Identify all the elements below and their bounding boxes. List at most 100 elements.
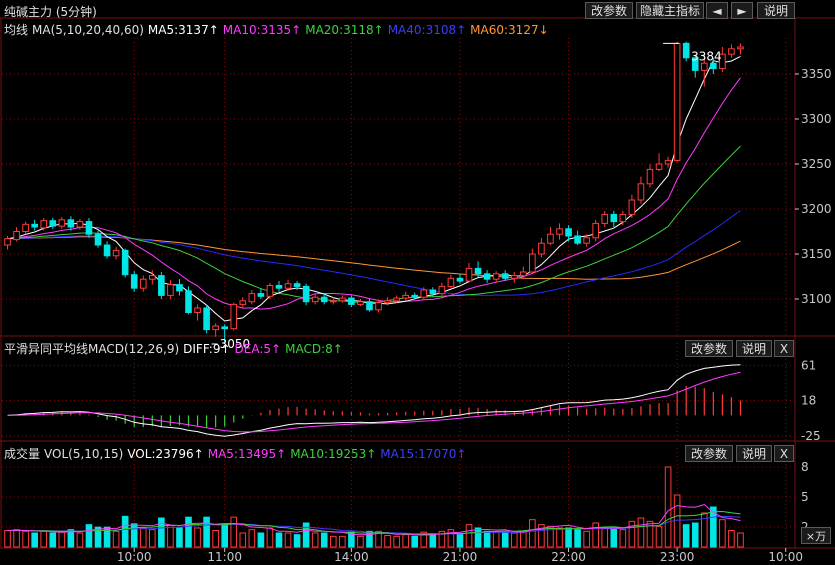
- candle-body: [31, 223, 38, 228]
- volume-bar: [682, 524, 690, 548]
- x-tick-label: 23:00: [660, 550, 695, 564]
- candle-body: [4, 238, 11, 246]
- volume-bar: [628, 520, 636, 548]
- volume-bar: [239, 532, 247, 548]
- diff-line: [7, 364, 741, 437]
- volume-bar: [31, 532, 38, 548]
- y-tick-label: 3250: [801, 157, 832, 171]
- candle-body: [402, 294, 409, 299]
- candle-body: [519, 271, 527, 277]
- vol-explain-button[interactable]: 说明: [736, 445, 772, 462]
- volume-bar: [221, 524, 229, 548]
- macd-close-button[interactable]: X: [774, 340, 794, 357]
- candle-body: [664, 159, 672, 165]
- candle-body: [429, 289, 437, 295]
- candle-body: [556, 228, 563, 235]
- volume-bar: [13, 529, 20, 548]
- candle-body: [438, 285, 446, 295]
- volume-bar: [411, 535, 419, 548]
- volume-bar: [121, 515, 129, 548]
- explain-button[interactable]: 说明: [757, 2, 795, 19]
- prev-arrow-button[interactable]: ◄: [706, 2, 728, 19]
- dea-value: DEA:5↑: [234, 342, 282, 356]
- volume-y-tick-label: 8: [801, 460, 809, 474]
- y-tick-label: 3300: [801, 112, 832, 126]
- next-arrow-button[interactable]: ►: [731, 2, 753, 19]
- candle-body: [266, 285, 274, 297]
- ma20-value: MA20:3118↑: [305, 23, 384, 37]
- volume-bar: [112, 530, 120, 548]
- candle-body: [492, 273, 500, 280]
- volume-bar: [465, 524, 473, 548]
- macd-name: 平滑异同平均线: [4, 342, 89, 356]
- change-params-button[interactable]: 改参数: [585, 2, 633, 19]
- candle-body: [655, 163, 663, 170]
- volume-bar: [592, 522, 600, 548]
- candle-body: [366, 301, 373, 311]
- volume-bar: [565, 527, 572, 548]
- volume-bar: [547, 525, 554, 548]
- volume-bar: [637, 517, 645, 548]
- volume-bar: [393, 535, 400, 548]
- volume-bar: [492, 531, 500, 548]
- volume-bar: [311, 532, 319, 548]
- volume-bar: [329, 535, 337, 548]
- candle-body: [103, 244, 111, 257]
- candle-body: [456, 277, 464, 282]
- macd-change-params-button[interactable]: 改参数: [685, 340, 733, 357]
- candle-body: [302, 285, 310, 303]
- candle-body: [574, 235, 581, 244]
- ma10-line: [7, 77, 741, 310]
- macd-y-tick-label: -25: [801, 429, 821, 443]
- vol-change-params-button[interactable]: 改参数: [685, 445, 733, 462]
- volume-bar: [719, 519, 726, 548]
- candle-body: [411, 294, 419, 298]
- volume-bar: [583, 530, 590, 548]
- candle-body: [691, 57, 699, 71]
- macd-value: MACD:8↑: [285, 342, 343, 356]
- volume-bar: [384, 535, 391, 548]
- axis-layer: 10:00 11:00 14:00 21:00 22:00 23:00 10:00 3100 3…: [117, 67, 832, 564]
- extreme-label: 3050: [220, 337, 251, 351]
- macd-definition: MACD(12,26,9): [88, 342, 180, 356]
- vol-ma5-line: [7, 503, 741, 536]
- price-chart: 3384 3050: [4, 41, 744, 351]
- macd-legend: 平滑异同平均线MACD(12,26,9) DIFF:9↑ DEA:5↑ MACD:8↑: [4, 340, 347, 357]
- candle-body: [311, 296, 319, 303]
- candle-body: [737, 46, 744, 50]
- candle-body: [85, 221, 93, 235]
- candle-body: [420, 289, 428, 298]
- volume-bar: [375, 530, 382, 548]
- candle-body: [510, 275, 518, 279]
- volume-bar: [438, 530, 446, 548]
- candle-body: [40, 220, 48, 229]
- candle-body: [221, 326, 229, 330]
- volume-bar: [456, 533, 464, 548]
- ma40-value: MA40:3108↑: [387, 23, 467, 37]
- volume-bar: [22, 530, 29, 548]
- volume-bar: [655, 525, 663, 548]
- volume-bar: [167, 525, 174, 548]
- vol-close-button[interactable]: X: [774, 445, 794, 462]
- vol-ma15-value: MA15:17070↑: [380, 447, 467, 461]
- macd-y-tick-label: 18: [801, 394, 816, 408]
- macd-explain-button[interactable]: 说明: [736, 340, 772, 357]
- volume-bar: [284, 532, 292, 548]
- candle-body: [121, 249, 129, 276]
- candle-body: [49, 220, 57, 227]
- candle-body: [275, 285, 283, 289]
- volume-bar: [194, 527, 201, 548]
- hide-main-indicator-button[interactable]: 隐藏主指标: [636, 2, 704, 19]
- volume-bar: [710, 506, 717, 548]
- volume-bar: [646, 520, 654, 548]
- x-tick-label: 10:00: [768, 550, 803, 564]
- volume-bar: [203, 516, 210, 548]
- candle-body: [185, 290, 192, 313]
- macd-chart: [7, 364, 742, 437]
- volume-bar: [67, 529, 75, 548]
- x-tick-label: 10:00: [117, 550, 152, 564]
- volume-bar: [601, 527, 609, 548]
- candle-body: [447, 277, 455, 287]
- vol-unit-button[interactable]: ×万: [801, 527, 831, 544]
- candle-body: [529, 253, 536, 273]
